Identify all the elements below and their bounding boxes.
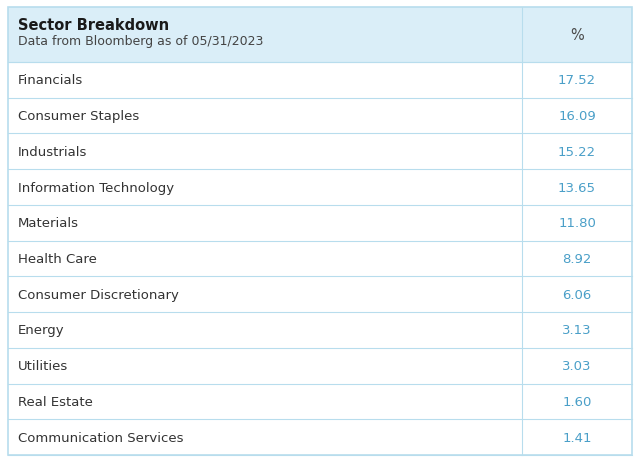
Text: Industrials: Industrials: [18, 145, 88, 158]
Bar: [8, 206, 632, 241]
Bar: [8, 170, 632, 206]
Text: Consumer Staples: Consumer Staples: [18, 110, 140, 123]
Text: Consumer Discretionary: Consumer Discretionary: [18, 288, 179, 301]
Text: 1.41: 1.41: [563, 431, 592, 444]
Text: 8.92: 8.92: [563, 252, 592, 265]
Text: Communication Services: Communication Services: [18, 431, 184, 444]
Bar: [8, 384, 632, 419]
Text: %: %: [570, 28, 584, 43]
Bar: [8, 313, 632, 348]
Text: 15.22: 15.22: [558, 145, 596, 158]
Bar: [8, 419, 632, 455]
Text: 17.52: 17.52: [558, 74, 596, 87]
Text: Utilities: Utilities: [18, 359, 68, 372]
Bar: [8, 63, 632, 99]
Bar: [8, 134, 632, 170]
Bar: [8, 241, 632, 277]
Text: Information Technology: Information Technology: [18, 181, 174, 194]
Text: 3.13: 3.13: [562, 324, 592, 337]
Text: 16.09: 16.09: [558, 110, 596, 123]
Text: 6.06: 6.06: [563, 288, 591, 301]
Text: 11.80: 11.80: [558, 217, 596, 230]
Text: 13.65: 13.65: [558, 181, 596, 194]
Text: 1.60: 1.60: [563, 395, 592, 408]
Bar: [8, 99, 632, 134]
Text: Real Estate: Real Estate: [18, 395, 93, 408]
Text: Energy: Energy: [18, 324, 65, 337]
Bar: [8, 348, 632, 384]
Text: 3.03: 3.03: [563, 359, 592, 372]
Text: Sector Breakdown: Sector Breakdown: [18, 18, 169, 33]
Bar: [8, 277, 632, 313]
Text: Health Care: Health Care: [18, 252, 97, 265]
Text: Financials: Financials: [18, 74, 83, 87]
Bar: [8, 8, 632, 63]
Text: Data from Bloomberg as of 05/31/2023: Data from Bloomberg as of 05/31/2023: [18, 35, 264, 48]
Text: Materials: Materials: [18, 217, 79, 230]
